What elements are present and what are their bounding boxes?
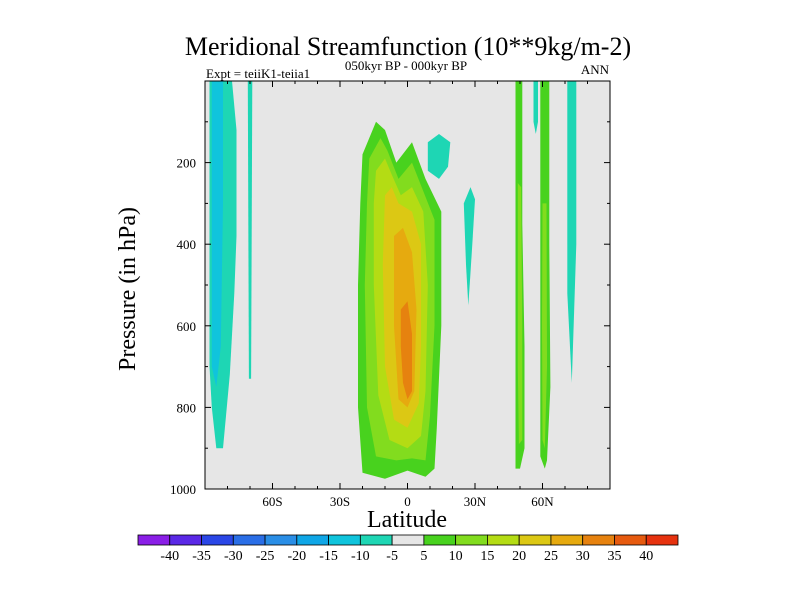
- x-tick-label-0: 60S: [262, 494, 282, 509]
- colorbar-box-0: [137, 534, 171, 546]
- y-axis-ticks: 200 400 600 800 1000: [170, 121, 610, 497]
- y-tick-label-0: 200: [177, 156, 197, 171]
- contour-region-13: [517, 183, 523, 445]
- contour-regions: [209, 81, 577, 479]
- colorbar-box-5: [296, 534, 329, 546]
- y-tick-label-3: 800: [177, 400, 197, 415]
- y-tick-label-4: 1000: [170, 482, 196, 497]
- season-label: ANN: [581, 62, 610, 77]
- x-tick-label-4: 60N: [531, 494, 554, 509]
- colorbar-label-14: 35: [607, 549, 621, 564]
- period-label: 050kyr BP - 000kyr BP: [345, 58, 467, 73]
- contour-region-2: [247, 81, 253, 379]
- chart-title: Meridional Streamfunction (10**9kg/m-2): [185, 32, 631, 61]
- colorbar-label-12: 25: [544, 549, 558, 564]
- colorbar-box-2: [201, 534, 234, 546]
- colorbar-label-1: -35: [192, 549, 211, 564]
- colorbar-box-13: [550, 534, 584, 546]
- x-tick-label-3: 30N: [464, 494, 487, 509]
- colorbar-label-13: 30: [576, 549, 590, 564]
- colorbar-label-9: 10: [449, 549, 463, 564]
- x-axis-label: Latitude: [367, 507, 447, 533]
- y-axis-label: Pressure (in hPa): [115, 207, 141, 371]
- contour-region-1: [211, 81, 223, 387]
- colorbar: -40 -35 -30 -25 -20 -15 -10 -5 5 10 15 20 25 30 35 40: [137, 534, 679, 564]
- colorbar-box-6: [328, 534, 361, 546]
- contour-region-16: [533, 81, 538, 134]
- colorbar-box-3: [232, 534, 266, 546]
- contour-region-8: [400, 301, 412, 400]
- y-tick-label-2: 600: [177, 319, 197, 334]
- colorbar-box-11: [487, 534, 520, 546]
- experiment-label: Expt = teiiK1-teiia1: [206, 66, 310, 81]
- colorbar-label-6: -10: [351, 549, 370, 564]
- x-tick-label-2: 0: [404, 494, 411, 509]
- colorbar-label-5: -15: [319, 549, 338, 564]
- colorbar-label-3: -25: [256, 549, 275, 564]
- x-axis-ticks: 60S 30S 0 30N 60N: [204, 81, 611, 509]
- colorbar-box-12: [518, 534, 552, 546]
- colorbar-box-16: [645, 534, 679, 546]
- colorbar-box-9: [423, 534, 457, 546]
- colorbar-label-7: -5: [386, 549, 398, 564]
- x-tick-label-1: 30S: [330, 494, 350, 509]
- colorbar-box-15: [614, 534, 647, 546]
- colorbar-label-15: 40: [639, 549, 653, 564]
- contour-region-15: [542, 203, 547, 449]
- colorbar-label-10: 15: [480, 549, 494, 564]
- colorbar-label-0: -40: [160, 549, 179, 564]
- contour-region-9: [427, 134, 451, 179]
- colorbar-label-8: 5: [420, 549, 427, 564]
- y-tick-label-1: 400: [177, 237, 197, 252]
- colorbar-box-14: [582, 534, 615, 546]
- contour-region-10: [463, 187, 475, 306]
- contour-region-11: [567, 81, 577, 383]
- colorbar-box-10: [455, 534, 488, 546]
- colorbar-label-4: -20: [287, 549, 306, 564]
- colorbar-label-11: 20: [512, 549, 526, 564]
- colorbar-box-1: [169, 534, 202, 546]
- colorbar-box-7: [359, 534, 393, 546]
- colorbar-label-2: -30: [224, 549, 243, 564]
- colorbar-box-4: [264, 534, 298, 546]
- colorbar-box-8: [391, 534, 425, 546]
